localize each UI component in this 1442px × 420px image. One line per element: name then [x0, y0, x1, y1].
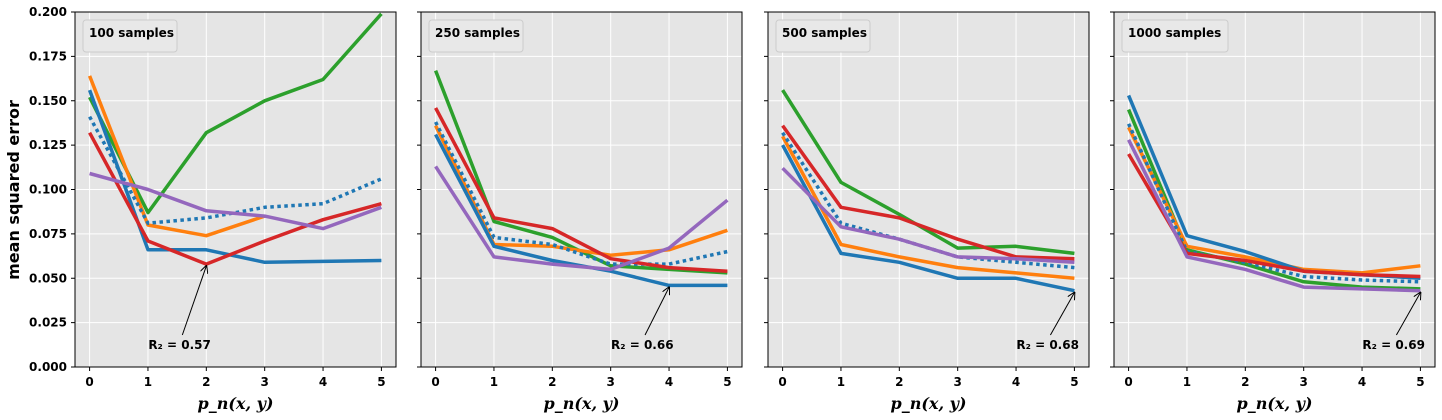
x-tick-label: 5 — [1416, 375, 1424, 389]
x-tick-label: 4 — [1358, 375, 1366, 389]
x-tick-label: 0 — [778, 375, 786, 389]
x-axis-label: p_n(x, y) — [544, 394, 620, 413]
x-tick-label: 1 — [490, 375, 498, 389]
panel-title-box — [1121, 19, 1229, 53]
series-line-5 — [88, 131, 382, 266]
y-tick-label: 0.175 — [29, 49, 67, 63]
series-line-6 — [781, 166, 1075, 265]
x-tick-label: 3 — [607, 375, 615, 389]
series-line-6 — [1127, 139, 1421, 293]
y-tick-label: 0.075 — [29, 227, 67, 241]
x-tick-label: 5 — [1070, 375, 1078, 389]
x-axis-label: p_n(x, y) — [198, 394, 274, 413]
series-line-6 — [89, 171, 382, 231]
panel-4: 0 1 2 3 4 5 1000 samples p_n(x, y) R₂ = 0.69 — [1110, 11, 1436, 413]
x-tick-label: 3 — [1300, 375, 1308, 389]
x-axis-label: p_n(x, y) — [891, 394, 967, 413]
annotation-arrow — [644, 287, 669, 336]
series-line-1 — [781, 89, 1075, 256]
panel-title-box — [428, 19, 524, 53]
y-tick-label: 0.125 — [29, 138, 67, 152]
x-tick-label: 3 — [261, 375, 269, 389]
series-line-2 — [87, 75, 266, 238]
series-line-5 — [781, 124, 1075, 261]
x-tick-label: 5 — [723, 375, 731, 389]
series-line-3 — [781, 144, 1075, 293]
x-tick-label: 0 — [1124, 375, 1132, 389]
x-tick-label: 2 — [548, 375, 556, 389]
annotation-arrow — [181, 266, 206, 336]
x-tick-label: 0 — [85, 375, 93, 389]
x-tick-label: 4 — [1012, 375, 1020, 389]
y-tick-label: 0.100 — [29, 183, 67, 197]
y-tick-label: 0.050 — [29, 271, 67, 285]
x-tick-label: 2 — [1241, 375, 1249, 389]
x-tick-label: 4 — [665, 375, 673, 389]
series-line-4 — [434, 121, 728, 266]
x-tick-label: 5 — [377, 375, 385, 389]
annotation-label: R₂ = 0.68 — [1016, 338, 1079, 352]
axes-frame — [74, 11, 397, 368]
panel-title-box — [82, 19, 178, 53]
x-tick-label: 4 — [319, 375, 327, 389]
x-tick-label: 3 — [954, 375, 962, 389]
x-tick-label: 2 — [202, 375, 210, 389]
annotation-label: R₂ = 0.66 — [611, 338, 674, 352]
annotation-label: R₂ = 0.69 — [1362, 338, 1425, 352]
annotation-label: R₂ = 0.57 — [148, 338, 211, 352]
series-line-4 — [88, 115, 383, 225]
panel-3: 0 1 2 3 4 5 500 samples p_n(x, y) R₂ = 0.68 — [764, 11, 1090, 413]
y-tick-label: 0.150 — [29, 94, 67, 108]
y-axis-label: mean squared error — [4, 100, 23, 280]
panel-2: 0 1 2 3 4 5 250 samples p_n(x, y) R₂ = 0.66 — [417, 11, 743, 413]
annotation-arrow — [1049, 293, 1074, 336]
axes-frame — [420, 11, 743, 368]
y-tick-label: 0.200 — [29, 5, 67, 19]
y-tick-label: 0.000 — [29, 360, 67, 374]
panel-title: 100 samples — [89, 26, 174, 40]
annotation-arrow — [1395, 293, 1420, 336]
x-tick-label: 1 — [144, 375, 152, 389]
panel-title: 250 samples — [435, 26, 520, 40]
x-tick-label: 0 — [431, 375, 439, 389]
panel-title: 500 samples — [782, 26, 867, 40]
series-line-1 — [88, 12, 383, 215]
series-line-5 — [434, 107, 728, 273]
x-tick-label: 1 — [837, 375, 845, 389]
panel-1: 0.000 0.025 0.050 0.075 0.100 0.125 0.150 0.175… — [29, 5, 397, 413]
panel-title-box — [775, 19, 871, 53]
x-tick-label: 2 — [895, 375, 903, 389]
axes-frame — [1113, 11, 1436, 368]
x-tick-label: 1 — [1183, 375, 1191, 389]
x-axis-label: p_n(x, y) — [1237, 394, 1313, 413]
series-line-6 — [434, 165, 729, 272]
panel-title: 1000 samples — [1128, 26, 1221, 40]
y-tick-label: 0.025 — [29, 316, 67, 330]
axes-frame — [767, 11, 1090, 368]
series-line-2 — [781, 135, 1075, 281]
